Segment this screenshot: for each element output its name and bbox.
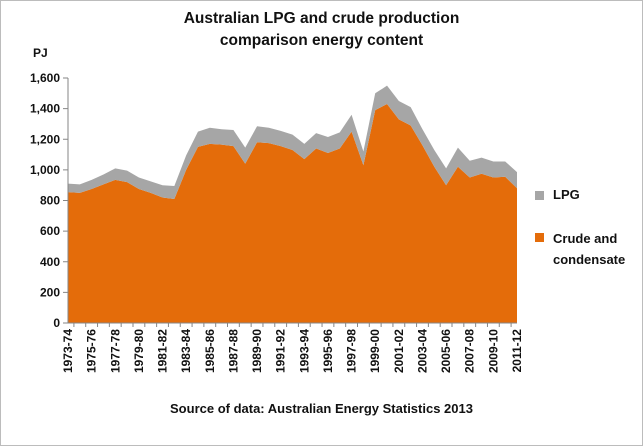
x-tick-label: 1973-74 xyxy=(61,329,75,373)
x-tick-label: 1999-00 xyxy=(368,329,382,373)
x-tick-label: 1975-76 xyxy=(85,329,99,373)
area-series-crude-and-condensate xyxy=(68,104,517,323)
y-tick-label: 1,200 xyxy=(30,132,60,146)
x-tick-label: 1993-94 xyxy=(297,329,311,373)
x-tick-label: 1985-86 xyxy=(203,329,217,373)
x-tick-label: 1991-92 xyxy=(274,329,288,373)
y-tick-label: 0 xyxy=(53,316,60,330)
y-tick-label: 800 xyxy=(40,194,60,208)
x-tick-label: 1995-96 xyxy=(321,329,335,373)
y-axis-label: PJ xyxy=(33,46,48,60)
chart-title-line-2: comparison energy content xyxy=(219,32,424,49)
legend-swatch-lpg xyxy=(535,191,544,200)
y-tick-label: 200 xyxy=(40,285,60,299)
x-tick-label: 1989-90 xyxy=(250,329,264,373)
x-tick-label: 2003-04 xyxy=(415,329,429,373)
x-tick-label: 2011-12 xyxy=(510,329,524,373)
y-tick-label: 1,400 xyxy=(30,102,60,116)
y-tick-label: 1,000 xyxy=(30,163,60,177)
x-tick-label: 1983-84 xyxy=(179,329,193,373)
x-tick-label: 2009-10 xyxy=(486,329,500,373)
x-tick-label: 1997-98 xyxy=(345,329,359,373)
x-tick-label: 1987-88 xyxy=(226,329,240,373)
area-series-lpg xyxy=(68,85,517,199)
legend-swatch-crude xyxy=(535,233,544,242)
x-tick-label: 2007-08 xyxy=(463,329,477,373)
y-tick-label: 600 xyxy=(40,224,60,238)
legend-label-lpg: LPG xyxy=(553,187,580,202)
legend-label-crude: Crude and condensate xyxy=(553,231,626,267)
x-tick-label: 1981-82 xyxy=(156,329,170,373)
x-tick-label: 2001-02 xyxy=(392,329,406,373)
source-note: Source of data: Australian Energy Statis… xyxy=(170,401,473,416)
y-tick-label: 1,600 xyxy=(30,71,60,85)
chart-title-line-1: Australian LPG and crude production xyxy=(183,10,460,27)
x-tick-label: 2005-06 xyxy=(439,329,453,373)
x-tick-label: 1979-80 xyxy=(132,329,146,373)
y-tick-label: 400 xyxy=(40,255,60,269)
x-tick-label: 1977-78 xyxy=(108,329,122,373)
